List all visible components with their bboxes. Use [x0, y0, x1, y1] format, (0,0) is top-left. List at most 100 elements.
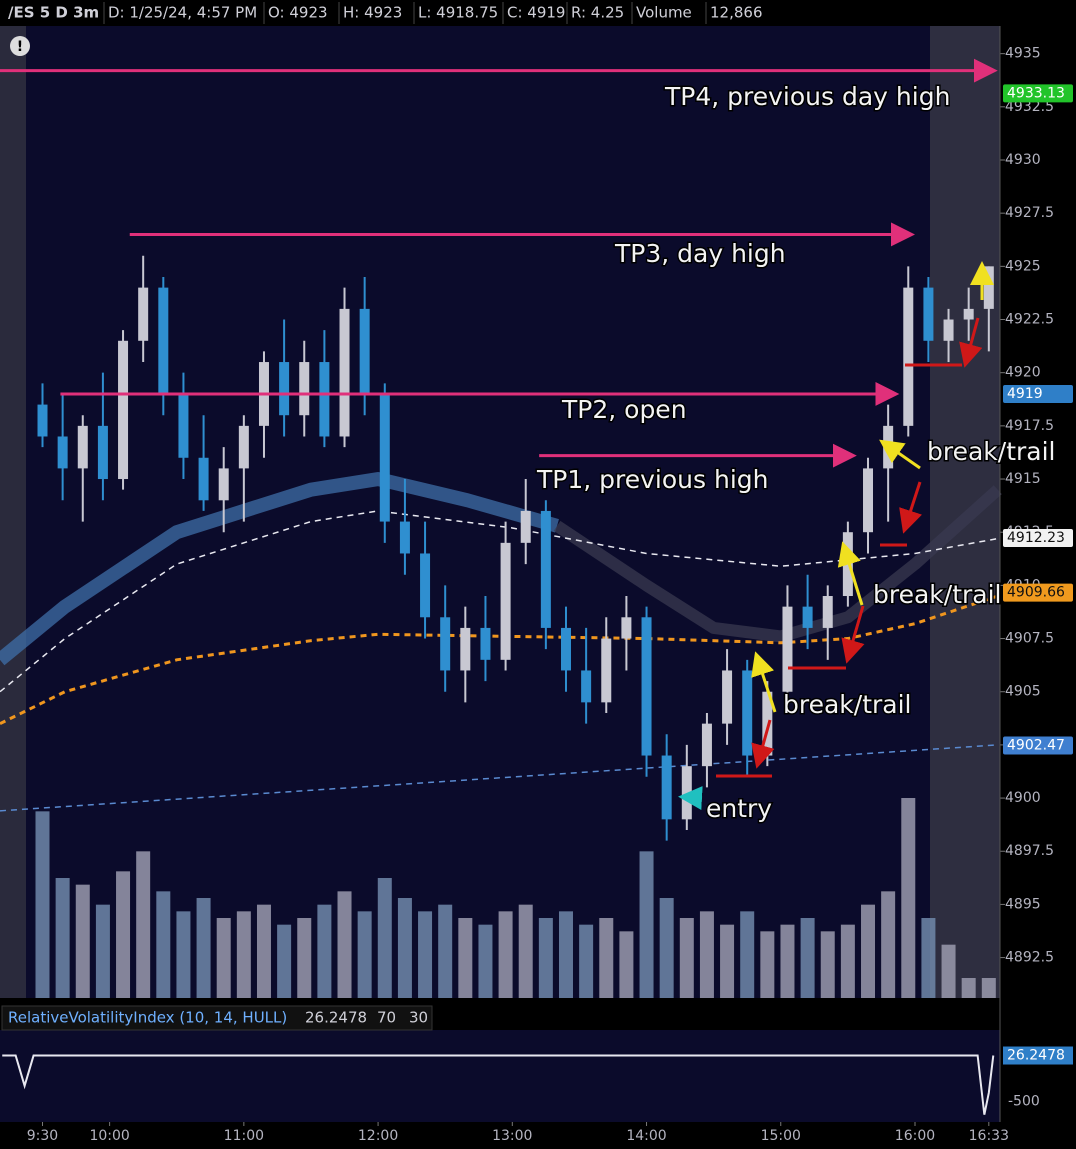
volume-bar	[558, 911, 573, 998]
volume-bar	[156, 891, 171, 998]
y-tick-label: 4917.5	[1005, 418, 1054, 434]
volume-bar	[941, 944, 956, 998]
candle-body	[923, 287, 934, 341]
x-tick-label: 12:00	[358, 1128, 398, 1144]
candle-body	[802, 606, 813, 628]
y-tick-label: 4935	[1005, 46, 1041, 62]
rvi-line	[2, 1054, 995, 1115]
volume-bar	[317, 904, 332, 998]
volume-bar	[921, 918, 936, 998]
candle-body	[279, 362, 290, 416]
candle-body	[822, 596, 833, 628]
candle-body	[198, 457, 209, 501]
y-tick-label: 4927.5	[1005, 205, 1054, 221]
annotation-text: TP3, day high	[614, 239, 786, 268]
candle-body	[782, 606, 793, 692]
volume-bar	[538, 918, 553, 998]
volume-bar	[297, 918, 312, 998]
volume-bar	[337, 891, 352, 998]
volume-bar	[35, 811, 50, 998]
candle-body	[77, 425, 88, 469]
volume-bar	[579, 924, 594, 998]
volume-bar	[780, 924, 795, 998]
annotation-text: TP4, previous day high	[664, 82, 950, 111]
annotation-text: TP1, previous high	[536, 465, 768, 494]
candle-body	[480, 627, 491, 660]
volume-bar	[740, 911, 755, 998]
candle-body	[863, 468, 874, 533]
volume-bar	[518, 904, 533, 998]
x-tick-label: 9:30	[27, 1128, 58, 1144]
candle-body	[97, 425, 108, 480]
candle-body	[379, 393, 390, 522]
y-tick-label: 4920	[1005, 365, 1041, 381]
volume-bar	[639, 851, 654, 998]
rvi-value: 26.2478	[305, 1009, 367, 1027]
candle-body	[540, 510, 551, 628]
header-item: D: 1/25/24, 4:57 PM	[108, 4, 257, 22]
candle-body	[359, 308, 370, 394]
volume-bar	[196, 898, 211, 998]
rvi-panel	[0, 1030, 1000, 1122]
header-item: C: 4919	[507, 4, 565, 22]
candle-body	[963, 308, 974, 320]
price-tag	[1003, 736, 1073, 755]
rvi-tick-label: -500	[1008, 1094, 1040, 1110]
candle-body	[722, 670, 733, 724]
volume-bar	[397, 898, 412, 998]
x-tick-label: 10:00	[89, 1128, 129, 1144]
header-item: O: 4923	[268, 4, 328, 22]
candle-body	[399, 521, 410, 554]
price-tag-label: 4912.23	[1007, 530, 1065, 546]
volume-bar	[136, 851, 151, 998]
volume-bar	[760, 931, 775, 998]
rvi-tag-label: 26.2478	[1007, 1048, 1065, 1064]
candle-body	[460, 627, 471, 671]
indicator-line	[0, 744, 998, 812]
candle-body	[943, 319, 954, 341]
volume-bar	[256, 904, 271, 998]
rvi-name: RelativeVolatilityIndex (10, 14, HULL)	[8, 1009, 287, 1027]
rvi-level: 30	[409, 1009, 428, 1027]
volume-bar	[216, 918, 231, 998]
candle-body	[118, 340, 129, 480]
candle-body	[218, 468, 229, 501]
volume-bar	[478, 924, 493, 998]
header-item: L: 4918.75	[418, 4, 498, 22]
arrow	[751, 719, 775, 769]
note-text: break/trail	[927, 437, 1056, 466]
y-tick-label: 4930	[1005, 152, 1041, 168]
y-tick-label: 4897.5	[1005, 843, 1054, 859]
volume-bar	[498, 911, 513, 998]
candle-body	[158, 287, 169, 394]
candle-body	[762, 691, 773, 756]
candle-body	[178, 393, 189, 458]
candle-body	[742, 670, 753, 756]
header-item: 12,866	[710, 4, 763, 22]
y-tick-label: 4895	[1005, 896, 1041, 912]
alert-icon-mark: !	[17, 39, 23, 55]
volume-bar	[357, 911, 372, 998]
volume-bar	[659, 898, 674, 998]
volume-bar	[820, 931, 835, 998]
arrow	[841, 605, 865, 664]
candle-body	[983, 266, 994, 309]
candle-body	[520, 510, 531, 543]
volume-bar	[116, 871, 131, 998]
price-tag-label: 4902.47	[1007, 738, 1065, 754]
x-tick-label: 13:00	[492, 1128, 532, 1144]
candle-body	[581, 670, 592, 703]
candle-body	[57, 436, 68, 469]
volume-bar	[901, 798, 916, 998]
premarket-shade	[0, 26, 26, 998]
y-tick-label: 4925	[1005, 258, 1041, 274]
x-tick-label: 11:00	[224, 1128, 264, 1144]
arrow	[959, 317, 983, 368]
candle-body	[339, 308, 350, 437]
volume-bar	[699, 911, 714, 998]
volume-bar	[55, 878, 70, 998]
volume-bar	[861, 904, 876, 998]
price-tag-label: 4909.66	[1007, 585, 1065, 601]
alert-icon[interactable]	[10, 36, 30, 56]
volume-bar	[75, 884, 90, 998]
